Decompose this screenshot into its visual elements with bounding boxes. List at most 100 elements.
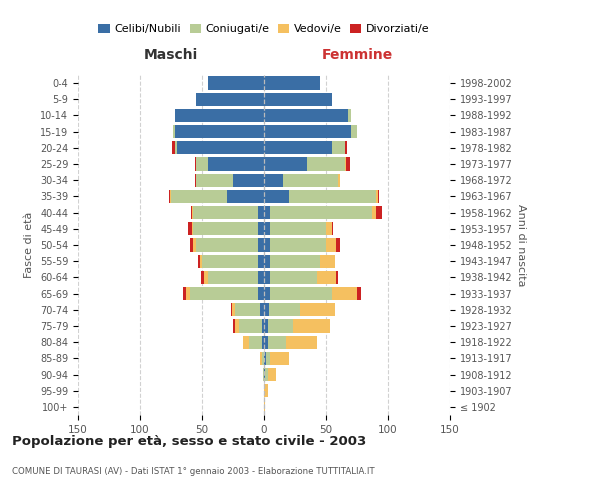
Bar [190, 287, 258, 300]
Bar [332, 287, 357, 300]
Bar [192, 222, 193, 235]
Bar [264, 206, 270, 220]
Bar [177, 141, 264, 154]
Bar [235, 320, 239, 332]
Bar [372, 206, 376, 220]
Bar [208, 270, 258, 284]
Bar [186, 287, 190, 300]
Bar [196, 92, 264, 106]
Bar [200, 254, 202, 268]
Bar [196, 238, 258, 252]
Bar [170, 190, 171, 203]
Bar [263, 368, 264, 381]
Bar [194, 158, 196, 170]
Bar [184, 287, 186, 300]
Bar [289, 190, 376, 203]
Bar [193, 206, 258, 220]
Bar [332, 222, 334, 235]
Bar [262, 352, 264, 365]
Bar [300, 303, 335, 316]
Legend: Celibi/Nubili, Coniugati/e, Vedovi/e, Divorziati/e: Celibi/Nubili, Coniugati/e, Vedovi/e, Di… [94, 20, 434, 38]
Bar [249, 336, 262, 349]
Bar [190, 238, 193, 252]
Bar [208, 76, 264, 90]
Bar [266, 352, 270, 365]
Bar [286, 336, 317, 349]
Bar [258, 270, 264, 284]
Bar [193, 238, 196, 252]
Bar [326, 222, 332, 235]
Bar [264, 174, 283, 187]
Bar [269, 303, 300, 316]
Bar [270, 238, 326, 252]
Bar [258, 287, 264, 300]
Text: Maschi: Maschi [144, 48, 198, 62]
Text: Popolazione per età, sesso e stato civile - 2003: Popolazione per età, sesso e stato civil… [12, 435, 366, 448]
Y-axis label: Anni di nascita: Anni di nascita [517, 204, 526, 286]
Bar [264, 303, 269, 316]
Bar [258, 238, 264, 252]
Bar [264, 336, 268, 349]
Bar [357, 287, 361, 300]
Bar [262, 320, 264, 332]
Bar [264, 141, 332, 154]
Bar [270, 206, 372, 220]
Bar [264, 76, 320, 90]
Bar [376, 206, 382, 220]
Bar [338, 174, 340, 187]
Bar [264, 352, 266, 365]
Bar [264, 320, 268, 332]
Bar [378, 190, 379, 203]
Bar [264, 254, 270, 268]
Bar [194, 174, 196, 187]
Bar [262, 336, 264, 349]
Bar [175, 125, 264, 138]
Bar [175, 109, 264, 122]
Bar [320, 254, 335, 268]
Bar [243, 336, 249, 349]
Bar [264, 92, 332, 106]
Bar [268, 336, 286, 349]
Bar [326, 238, 336, 252]
Bar [344, 141, 347, 154]
Bar [270, 254, 320, 268]
Bar [258, 222, 264, 235]
Bar [264, 109, 349, 122]
Bar [264, 287, 270, 300]
Bar [172, 141, 175, 154]
Bar [208, 158, 264, 170]
Bar [193, 222, 258, 235]
Bar [227, 190, 264, 203]
Bar [264, 368, 265, 381]
Bar [201, 270, 205, 284]
Bar [270, 352, 289, 365]
Bar [260, 352, 262, 365]
Bar [264, 158, 307, 170]
Bar [264, 238, 270, 252]
Bar [260, 303, 264, 316]
Bar [205, 270, 208, 284]
Bar [233, 320, 235, 332]
Bar [270, 270, 317, 284]
Bar [336, 270, 338, 284]
Bar [198, 254, 200, 268]
Bar [270, 287, 332, 300]
Text: Femmine: Femmine [322, 48, 392, 62]
Bar [268, 368, 277, 381]
Bar [264, 400, 265, 413]
Bar [264, 222, 270, 235]
Bar [265, 368, 268, 381]
Bar [264, 270, 270, 284]
Bar [336, 238, 340, 252]
Bar [171, 190, 227, 203]
Bar [196, 174, 233, 187]
Bar [317, 270, 336, 284]
Y-axis label: Fasce di età: Fasce di età [25, 212, 34, 278]
Text: COMUNE DI TAURASI (AV) - Dati ISTAT 1° gennaio 2003 - Elaborazione TUTTITALIA.IT: COMUNE DI TAURASI (AV) - Dati ISTAT 1° g… [12, 468, 374, 476]
Bar [258, 254, 264, 268]
Bar [173, 125, 175, 138]
Bar [188, 222, 192, 235]
Bar [196, 158, 208, 170]
Bar [346, 158, 350, 170]
Bar [264, 384, 268, 398]
